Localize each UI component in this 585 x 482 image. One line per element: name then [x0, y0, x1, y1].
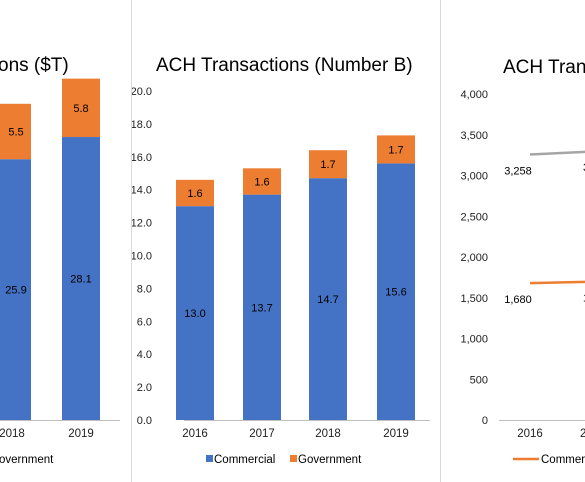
- chart-panel-transaction-count: ACH Transactions (Number B) 0.0 2.0 4.0 6.0…: [132, 0, 439, 482]
- bar-government: [377, 135, 415, 164]
- y-tick-label: 18.0: [132, 119, 152, 131]
- data-label: 1.7: [320, 159, 335, 171]
- data-label: 1,680: [504, 294, 532, 306]
- y-tick-label: 12.0: [132, 218, 152, 230]
- y-tick-label: 0.0: [137, 415, 152, 427]
- data-label: 15.6: [385, 287, 406, 299]
- x-tick-label: 2: [580, 428, 585, 440]
- bar-commercial: [176, 206, 214, 420]
- data-label: 1.6: [254, 176, 269, 188]
- panel-divider: [440, 0, 441, 482]
- x-tick-label: 2016: [517, 428, 543, 440]
- chart-panel-dollar-transactions: ons ($T) 25.9 5.5 2018 28.1 5.8 2019 overnment: [0, 0, 130, 482]
- y-tick-label: 10.0: [132, 251, 152, 263]
- data-label: 5.5: [8, 126, 23, 138]
- chart-svg: 0 500 1,000 1,500 2,000 2,500 3,000 3,500 4,000 3…: [460, 89, 585, 466]
- y-tick-label: 2.0: [137, 382, 152, 394]
- legend-label: Commercial: [214, 454, 275, 466]
- line-series-gray: [529, 150, 585, 156]
- chart-title: ACH Transactions (Number B): [156, 55, 413, 76]
- y-tick-label: 4.0: [137, 349, 152, 361]
- data-label: 25.9: [5, 285, 26, 297]
- bar-commercial: [0, 159, 31, 420]
- y-tick-label: 8.0: [137, 283, 152, 295]
- data-label: 13.7: [251, 302, 272, 314]
- y-tick-label: 1,500: [460, 293, 488, 305]
- bar-commercial: [243, 194, 281, 420]
- bar-commercial: [377, 163, 415, 420]
- data-label: 3: [583, 162, 585, 174]
- chart-panel-line-trend: ACH Tran 0 500 1,000 1,500 2,000 2,500 3,000 3,…: [441, 0, 585, 482]
- data-label: 28.1: [70, 274, 91, 286]
- y-tick-label: 3,500: [460, 130, 488, 142]
- data-label: 14.7: [317, 294, 338, 306]
- legend-label: Government: [298, 454, 362, 466]
- bar-commercial: [309, 178, 347, 420]
- legend-swatch-government: [290, 455, 297, 462]
- line-series-orange: [529, 280, 585, 285]
- chart-title: ons ($T): [0, 55, 69, 76]
- data-label: 3,258: [504, 165, 532, 177]
- y-tick-label: 16.0: [132, 152, 152, 164]
- bar-government: [176, 179, 214, 207]
- data-label: 5.8: [73, 103, 88, 115]
- data-label: 1.7: [388, 144, 403, 156]
- chart-svg: 0.0 2.0 4.0 6.0 8.0 10.0 12.0 14.0 16.0 18.0 20.0 1…: [132, 86, 430, 466]
- y-tick-label: 2,000: [460, 252, 488, 264]
- y-tick-label: 500: [470, 374, 488, 386]
- data-label: 1.6: [187, 188, 202, 200]
- bar-commercial: [62, 137, 100, 420]
- y-tick-label: 20.0: [132, 86, 152, 98]
- x-tick-label: 2019: [68, 428, 94, 440]
- data-label: 13.0: [184, 308, 205, 320]
- chart-svg: 25.9 5.5 2018 28.1 5.8 2019 overnment: [0, 78, 120, 466]
- y-tick-label: 3,000: [460, 171, 488, 183]
- bar-government: [243, 168, 281, 195]
- data-label: 1: [583, 292, 585, 304]
- x-tick-label: 2019: [383, 428, 409, 440]
- y-tick-label: 1,000: [460, 334, 488, 346]
- y-tick-label: 2,500: [460, 211, 488, 223]
- bar-government: [309, 150, 347, 179]
- legend-label: overnment: [0, 454, 54, 466]
- panel-divider: [131, 0, 132, 482]
- legend-label: Commerc: [541, 454, 585, 466]
- x-tick-label: 2016: [182, 428, 208, 440]
- legend-swatch-commercial: [206, 455, 213, 462]
- y-tick-label: 4,000: [460, 89, 488, 101]
- y-tick-label: 6.0: [137, 316, 152, 328]
- x-tick-label: 2017: [249, 428, 275, 440]
- x-tick-label: 2018: [315, 428, 341, 440]
- y-tick-label: 0: [482, 415, 488, 427]
- bar-government: [0, 103, 31, 160]
- bar-government: [62, 78, 100, 138]
- y-tick-label: 14.0: [132, 185, 152, 197]
- chart-title: ACH Tran: [503, 57, 585, 78]
- x-tick-label: 2018: [0, 428, 25, 440]
